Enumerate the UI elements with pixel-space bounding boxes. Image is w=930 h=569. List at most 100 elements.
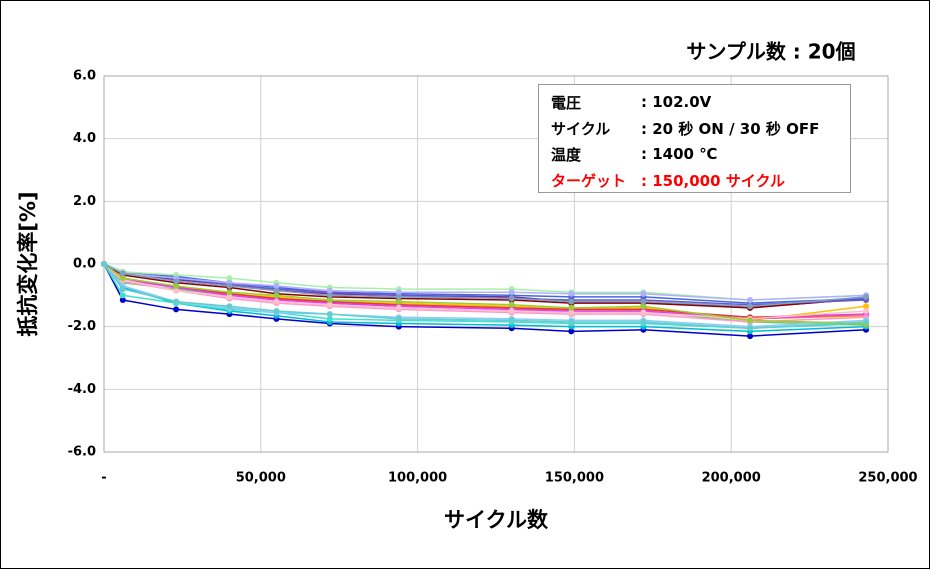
data-point <box>173 278 180 285</box>
series-line <box>103 263 867 325</box>
data-point <box>395 315 402 322</box>
data-point <box>273 308 280 314</box>
data-point <box>863 303 870 310</box>
series-line <box>103 263 867 337</box>
series-line <box>103 263 867 301</box>
data-point <box>226 303 233 310</box>
data-point <box>640 303 647 310</box>
annotation-box: 電圧 : 102.0V サイクル : 20 秒 ON / 30 秒 OFF 温度 : 14… <box>538 84 851 193</box>
data-point <box>395 293 402 300</box>
data-point <box>101 261 107 267</box>
data-point <box>863 293 870 300</box>
data-point <box>326 297 333 304</box>
data-point <box>326 292 333 299</box>
data-point <box>568 298 575 305</box>
data-point <box>226 289 233 296</box>
data-point <box>747 333 754 340</box>
series-line <box>103 263 867 320</box>
data-point <box>395 289 402 296</box>
y-tick-label: -2.0 <box>68 319 96 334</box>
data-point <box>326 315 333 322</box>
series-line <box>103 263 867 304</box>
annotation-key: ターゲット <box>551 171 627 190</box>
y-tick-label: 6.0 <box>73 69 96 84</box>
annotation-row: 電圧 : 102.0V <box>551 89 850 115</box>
data-point <box>747 303 754 310</box>
annotation-value: : 20 秒 ON / 30 秒 OFF <box>641 119 820 138</box>
data-point <box>326 287 333 294</box>
data-point <box>508 308 515 314</box>
data-point <box>273 292 280 299</box>
data-point <box>119 297 126 304</box>
data-point <box>119 270 126 277</box>
x-tick-label: 150,000 <box>545 471 604 486</box>
y-tick-label: 4.0 <box>73 131 96 146</box>
data-point <box>863 318 870 325</box>
data-point <box>568 304 575 311</box>
data-point <box>508 289 515 296</box>
data-point <box>568 318 575 325</box>
data-point <box>226 293 233 300</box>
annotation-key: 電圧 <box>551 93 582 112</box>
series-line <box>103 263 867 320</box>
annotation-key: サイクル <box>551 119 611 138</box>
data-point <box>863 308 870 314</box>
series-line <box>103 263 867 308</box>
annotation-value: : 150,000 サイクル <box>641 171 786 190</box>
x-axis-label: サイクル数 <box>444 508 549 532</box>
series-line <box>103 263 867 329</box>
data-point <box>508 317 515 324</box>
data-point <box>640 290 647 297</box>
y-tick-label: -6.0 <box>68 445 96 460</box>
annotation-row: 温度 : 1400 ℃ <box>551 141 850 167</box>
data-point <box>119 292 126 299</box>
data-point <box>226 282 233 289</box>
data-point <box>568 328 575 335</box>
chart-title: サンプル数 : 20個 <box>686 40 855 64</box>
data-point <box>273 298 280 305</box>
annotation-row: サイクル : 20 秒 ON / 30 秒 OFF <box>551 115 850 141</box>
series-line <box>103 263 867 309</box>
data-point <box>273 287 280 294</box>
data-point <box>226 275 233 282</box>
data-point <box>747 325 754 332</box>
data-point <box>568 290 575 297</box>
y-tick-label: 2.0 <box>73 194 96 209</box>
series-line <box>103 263 867 301</box>
series-line <box>103 263 867 333</box>
data-point <box>173 298 180 305</box>
data-point <box>640 298 647 305</box>
data-point <box>640 309 647 316</box>
data-point <box>173 287 180 294</box>
y-tick-label: 0.0 <box>73 257 96 272</box>
data-point <box>326 301 333 308</box>
data-point <box>395 298 402 305</box>
series <box>101 261 870 310</box>
x-tick-label: 250,000 <box>858 471 917 486</box>
x-tick-label: 200,000 <box>702 471 761 486</box>
data-point <box>119 275 126 282</box>
y-tick-label: -4.0 <box>68 382 96 397</box>
data-point <box>173 282 180 289</box>
annotation-value: : 1400 ℃ <box>641 145 718 163</box>
annotation-key: 温度 <box>551 145 582 164</box>
data-point <box>747 297 754 304</box>
annotation-value: : 102.0V <box>641 93 712 111</box>
data-point <box>568 309 575 316</box>
data-point <box>508 301 515 308</box>
x-tick-label: - <box>101 471 106 486</box>
x-tick-label: 50,000 <box>236 471 286 486</box>
data-point <box>273 282 280 289</box>
data-point <box>326 311 333 318</box>
data-point <box>173 306 180 313</box>
y-axis-label: 抵抗変化率[%] <box>16 191 40 336</box>
data-point <box>395 304 402 311</box>
x-tick-label: 100,000 <box>388 471 447 486</box>
data-point <box>747 317 754 324</box>
data-point <box>640 318 647 325</box>
data-point <box>119 286 126 293</box>
data-point <box>508 295 515 302</box>
annotation-row: ターゲット : 150,000 サイクル <box>551 167 850 193</box>
series <box>101 261 870 332</box>
